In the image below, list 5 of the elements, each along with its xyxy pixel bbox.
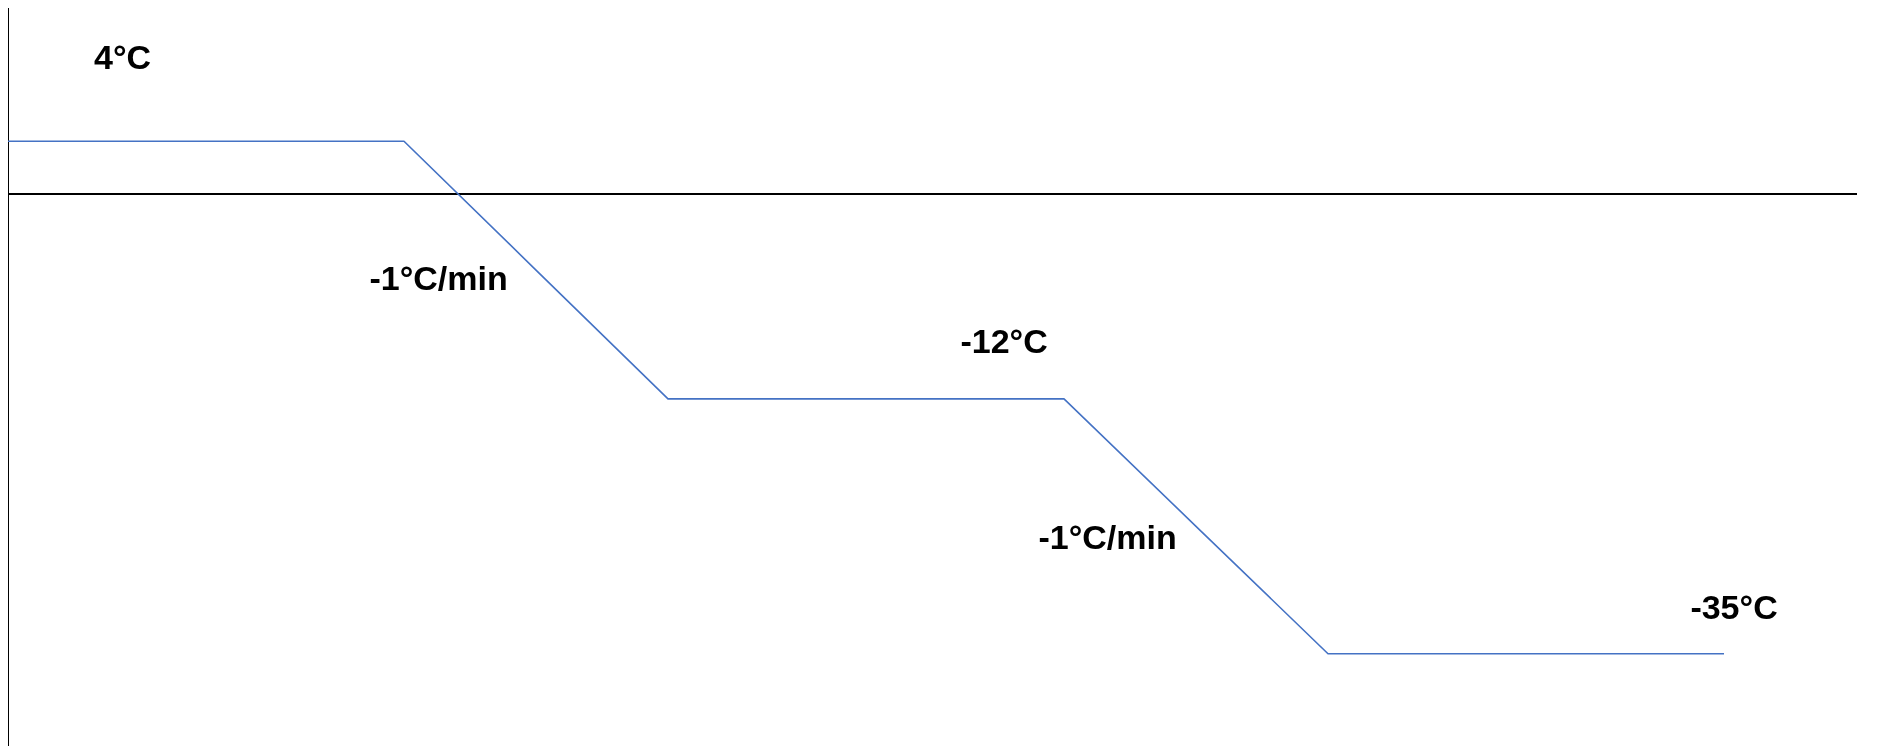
annotation: -1°C/min [369,259,508,298]
annotation: -12°C [960,322,1048,361]
annotation: -35°C [1690,587,1778,626]
annotation: -1°C/min [1038,517,1177,556]
text: 4°C [94,38,152,77]
